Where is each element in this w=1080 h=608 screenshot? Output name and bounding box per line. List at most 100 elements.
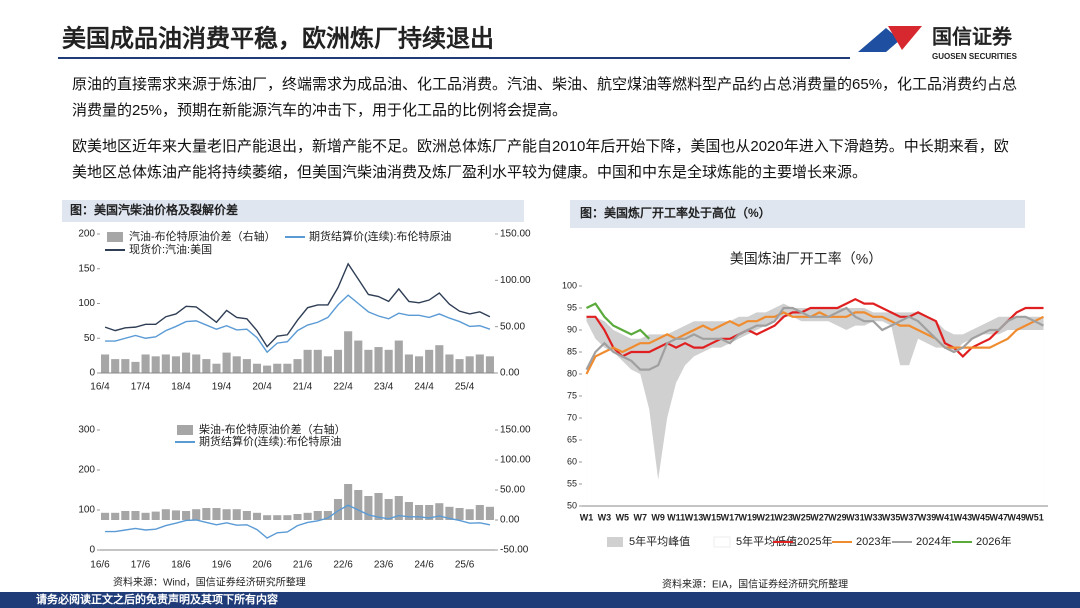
bar	[333, 499, 343, 520]
y-tick-label: 50	[567, 500, 577, 510]
bar	[374, 493, 383, 520]
x-tick-label: 19/4	[212, 382, 232, 393]
bar	[435, 345, 444, 373]
y-tick-label: 55	[567, 478, 577, 488]
x-tick-label: W51	[1025, 512, 1044, 522]
bar	[151, 511, 160, 520]
bar	[151, 356, 160, 373]
x-tick-label: W39	[918, 512, 937, 522]
bar	[455, 508, 464, 520]
y-tick-label: 95	[567, 302, 577, 312]
bar	[141, 354, 150, 373]
bar	[414, 505, 424, 520]
bar	[121, 511, 130, 520]
bar	[192, 354, 201, 373]
x-tick-label: W37	[900, 512, 919, 522]
y-tick-label: 0	[89, 368, 95, 379]
x-tick-label: 17/4	[131, 382, 151, 393]
bar	[354, 490, 363, 520]
bar	[202, 359, 211, 373]
y-tick-label: 200	[78, 465, 95, 476]
bar	[212, 508, 221, 520]
bar	[182, 352, 191, 373]
bar	[212, 363, 221, 373]
bar	[435, 503, 444, 520]
source-note: 资料来源：EIA，国信证券经济研究所整理	[662, 578, 848, 591]
line	[586, 297, 1044, 358]
x-tick-label: 19/6	[212, 560, 232, 571]
bar	[141, 512, 150, 520]
source-note: 资料来源：Wind，国信证券经济研究所整理	[113, 576, 306, 589]
bar	[283, 515, 292, 520]
y2-tick-label: 150.00	[500, 229, 531, 240]
bar	[364, 496, 373, 520]
y-tick-label: 200	[78, 229, 95, 240]
chart-title: 美国炼油厂开工率（%）	[730, 251, 882, 267]
footer-text: 请务必阅读正文之后的免责声明及其项下所有内容	[36, 592, 278, 606]
bar	[222, 509, 231, 520]
legend-label: 期货结算价(连续):布伦特原油	[309, 229, 451, 243]
bar	[263, 365, 272, 373]
bar	[242, 359, 251, 373]
bar	[313, 349, 322, 373]
logo-cn: 国信证券	[932, 24, 1013, 48]
y2-tick-label: 50.00	[500, 485, 525, 496]
y-tick-label: 75	[567, 390, 577, 400]
bar	[485, 506, 494, 520]
bar	[242, 511, 251, 520]
bar	[455, 359, 464, 373]
bar	[394, 496, 403, 520]
y2-tick-label: 0.00	[500, 368, 520, 379]
y-tick-label: 0	[89, 545, 95, 556]
bar	[273, 515, 282, 520]
footer-bar	[0, 592, 1080, 608]
bar	[485, 356, 494, 373]
y-tick-label: 50	[84, 333, 96, 344]
x-tick-label: 18/4	[171, 382, 191, 393]
x-tick-label: W17	[721, 512, 740, 522]
x-tick-label: W21	[756, 512, 775, 522]
bar	[354, 340, 363, 373]
bar	[404, 502, 413, 520]
legend-label: 期货结算价(连续):布伦特原油	[199, 434, 341, 448]
legend-swatch	[713, 536, 731, 548]
line	[105, 294, 491, 354]
x-tick-label: 20/6	[252, 560, 272, 571]
legend-label: 柴油-布伦特原油价差（右轴）	[199, 422, 346, 436]
x-tick-label: 20/4	[252, 382, 272, 393]
bar	[131, 511, 140, 520]
bar	[182, 511, 191, 520]
y2-tick-label: 150.00	[500, 425, 531, 436]
y-tick-label: 60	[567, 456, 577, 466]
bar	[252, 512, 262, 520]
bar	[101, 354, 110, 373]
x-tick-label: W47	[989, 512, 1008, 522]
x-tick-label: W31	[846, 512, 865, 522]
caption-bar	[570, 200, 1025, 228]
y-tick-label: 150	[78, 263, 95, 274]
bar	[344, 484, 353, 520]
line	[585, 306, 1045, 371]
bar	[111, 359, 120, 373]
legend-swatch	[607, 537, 623, 547]
bar	[283, 363, 292, 373]
bar	[111, 512, 120, 520]
bar	[232, 509, 241, 520]
bar	[425, 505, 434, 520]
line	[104, 262, 491, 348]
x-tick-label: 21/6	[293, 560, 313, 571]
x-tick-label: 24/6	[414, 560, 434, 571]
legend-label: 2024年	[916, 534, 951, 548]
line	[585, 302, 650, 340]
x-tick-label: W15	[703, 512, 722, 522]
bar	[293, 359, 302, 373]
x-tick-label: 24/4	[414, 382, 434, 393]
x-tick-label: W9	[651, 512, 665, 522]
line	[105, 504, 491, 539]
bar	[323, 511, 332, 520]
logo-red	[888, 26, 922, 50]
x-tick-label: W35	[882, 512, 901, 522]
x-tick-label: W43	[954, 512, 973, 522]
y-tick-label: 300	[78, 425, 95, 436]
bar	[394, 340, 403, 373]
